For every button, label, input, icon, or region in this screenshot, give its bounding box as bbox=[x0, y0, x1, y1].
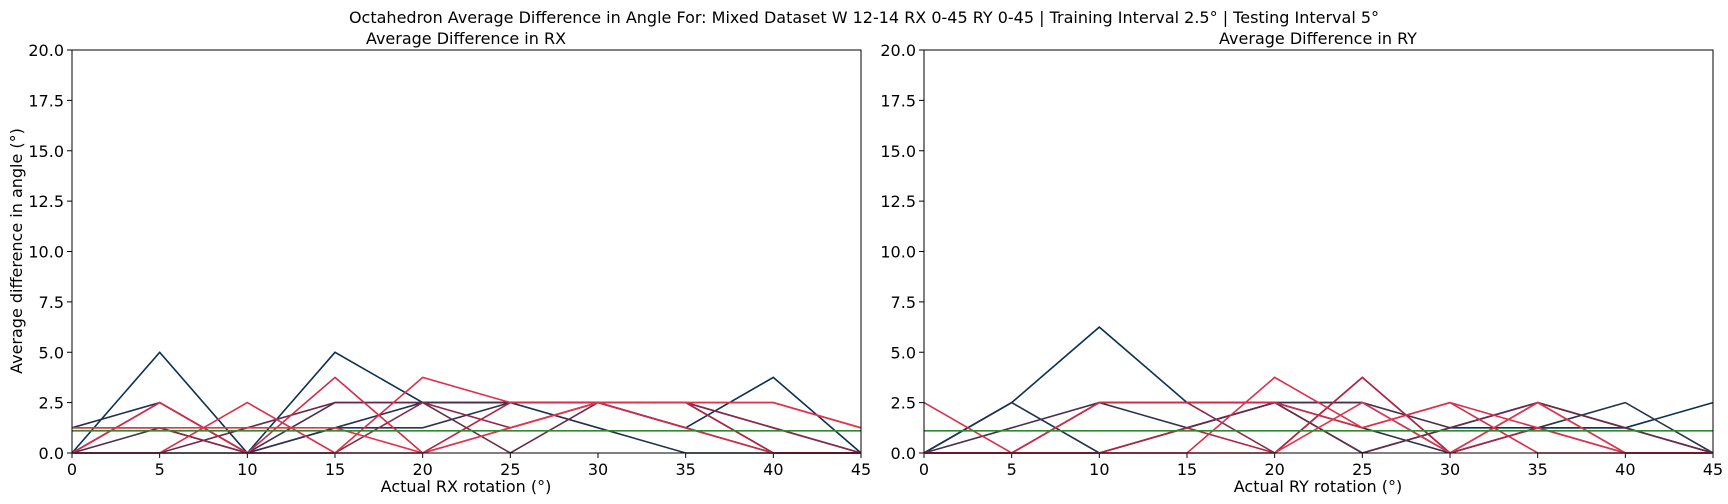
rx-y-tick-label: 7.5 bbox=[39, 293, 64, 312]
ry-x-tick-label: 45 bbox=[1703, 460, 1723, 479]
rx-y-tick-label: 2.5 bbox=[39, 394, 64, 413]
ry-chart-title: Average Difference in RY bbox=[1219, 29, 1417, 48]
rx-y-tick-label: 20.0 bbox=[28, 41, 64, 60]
rx-x-axis-label: Actual RX rotation (°) bbox=[381, 477, 552, 496]
rx-y-tick-label: 5.0 bbox=[39, 343, 64, 362]
rx-x-tick-label: 30 bbox=[588, 460, 608, 479]
rx-x-ticks: 0 5 10 15 20 25 30 35 40 45 bbox=[67, 453, 871, 479]
rx-x-tick-label: 35 bbox=[675, 460, 695, 479]
rx-x-tick-label: 0 bbox=[67, 460, 77, 479]
rx-x-tick-label: 40 bbox=[763, 460, 783, 479]
rx-chart-title: Average Difference in RX bbox=[366, 29, 566, 48]
rx-y-tick-label: 0.0 bbox=[39, 444, 64, 463]
ry-x-tick-label: 25 bbox=[1352, 460, 1372, 479]
ry-x-tick-label: 5 bbox=[1007, 460, 1017, 479]
ry-chart-panel: Average Difference in RY 0.0 2.5 5.0 7.5 10.… bbox=[880, 29, 1723, 496]
ry-y-tick-label: 17.5 bbox=[880, 91, 916, 110]
ry-y-tick-label: 12.5 bbox=[880, 192, 916, 211]
ry-y-tick-label: 10.0 bbox=[880, 243, 916, 262]
rx-x-tick-label: 25 bbox=[500, 460, 520, 479]
rx-series-line-10 bbox=[72, 401, 862, 454]
ry-x-ticks: 0 5 10 15 20 25 30 35 40 45 bbox=[919, 453, 1723, 479]
rx-y-ticks: 0.0 2.5 5.0 7.5 10.0 12.5 15.0 17.5 20.0 bbox=[28, 41, 72, 463]
rx-x-tick-label: 10 bbox=[237, 460, 257, 479]
ry-y-tick-label: 2.5 bbox=[891, 394, 916, 413]
rx-x-tick-label: 15 bbox=[325, 460, 345, 479]
rx-series-line-6 bbox=[72, 401, 862, 454]
ry-x-tick-label: 20 bbox=[1264, 460, 1284, 479]
ry-x-tick-label: 30 bbox=[1440, 460, 1460, 479]
rx-x-tick-label: 45 bbox=[851, 460, 871, 479]
rx-y-tick-label: 17.5 bbox=[28, 91, 64, 110]
ry-x-tick-label: 40 bbox=[1615, 460, 1635, 479]
rx-y-tick-label: 15.0 bbox=[28, 142, 64, 161]
ry-x-axis-label: Actual RY rotation (°) bbox=[1234, 477, 1402, 496]
rx-y-axis-label: Average difference in angle (°) bbox=[7, 128, 26, 374]
ry-series-line-1 bbox=[923, 326, 1714, 454]
rx-x-tick-label: 20 bbox=[412, 460, 432, 479]
rx-plot-lines bbox=[71, 351, 862, 455]
ry-y-tick-label: 0.0 bbox=[891, 444, 916, 463]
ry-y-ticks: 0.0 2.5 5.0 7.5 10.0 12.5 15.0 17.5 20.0 bbox=[880, 41, 924, 463]
rx-y-tick-label: 10.0 bbox=[28, 243, 64, 262]
rx-plot-frame bbox=[71, 49, 862, 454]
ry-plot-frame bbox=[923, 49, 1714, 454]
ry-y-tick-label: 7.5 bbox=[891, 293, 916, 312]
ry-y-tick-label: 20.0 bbox=[880, 41, 916, 60]
figure-title: Octahedron Average Difference in Angle F… bbox=[349, 8, 1379, 27]
ry-x-tick-label: 10 bbox=[1089, 460, 1109, 479]
ry-x-tick-label: 35 bbox=[1527, 460, 1547, 479]
ry-y-tick-label: 15.0 bbox=[880, 142, 916, 161]
ry-plot-lines bbox=[923, 326, 1714, 454]
ry-y-tick-label: 5.0 bbox=[891, 343, 916, 362]
rx-chart-panel: Average Difference in RX 0.0 2.5 5.0 7.5 10.… bbox=[7, 29, 871, 496]
rx-y-tick-label: 12.5 bbox=[28, 192, 64, 211]
ry-x-tick-label: 0 bbox=[919, 460, 929, 479]
rx-x-tick-label: 5 bbox=[155, 460, 165, 479]
ry-x-tick-label: 15 bbox=[1177, 460, 1197, 479]
